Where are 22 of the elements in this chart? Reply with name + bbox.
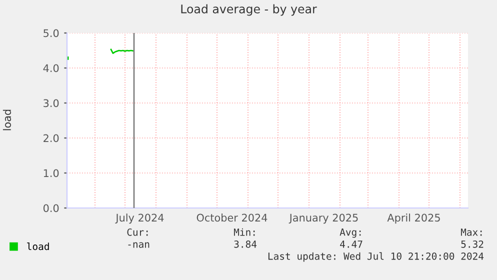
y-tick-label: 2.0 [44, 134, 59, 142]
legend-label: load [27, 242, 49, 250]
x-tick-label: October 2024 [196, 214, 268, 222]
y-tick-label: 3.0 [44, 99, 59, 108]
y-axis-title: load [2, 110, 12, 130]
y-tick-label: 1.0 [44, 169, 59, 178]
chart-title: Load average - by year [181, 4, 317, 16]
text: 4.47 [340, 240, 362, 248]
y-tick-label: 4.0 [43, 64, 59, 72]
text: Min: [234, 228, 255, 236]
text: Cur: [127, 228, 148, 236]
text: Max: [460, 228, 482, 236]
text: 3.84 [234, 240, 257, 248]
text: Last update: Wed Jul 10 21:20:00 2024 [268, 252, 484, 262]
x-tick-label: January 2025 [288, 214, 358, 224]
y-tick-label: 0.0 [43, 204, 59, 212]
x-tick-label: April 2025 [387, 214, 440, 224]
x-tick-label: July 2024 [115, 214, 164, 224]
text: Avg: [340, 228, 361, 238]
y-tick-label: 5.0 [44, 29, 59, 38]
text: -nan [128, 242, 150, 248]
text: 5.32 [461, 240, 484, 248]
